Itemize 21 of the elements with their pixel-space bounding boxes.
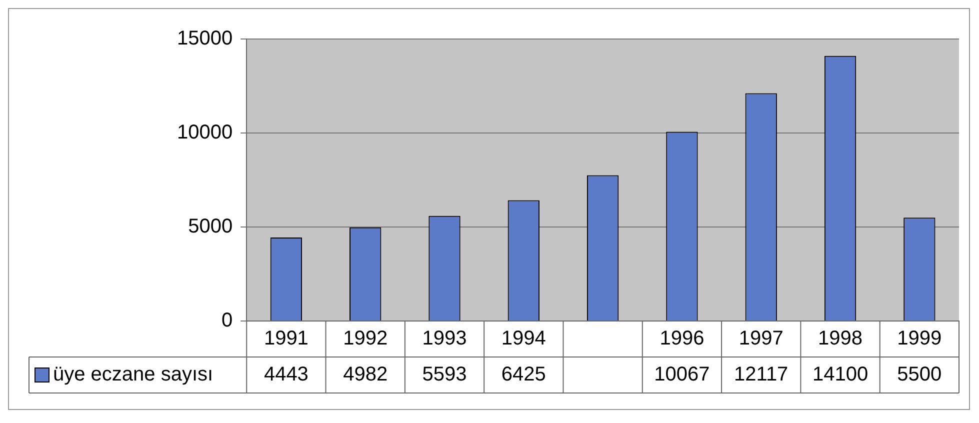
x-tick-label: 1999 (897, 328, 942, 350)
x-tick-label: 1994 (501, 328, 546, 350)
data-label: 10067 (654, 364, 710, 386)
data-label: 5500 (897, 364, 942, 386)
x-tick-label: 1993 (422, 328, 467, 350)
y-tick-label: 15000 (176, 28, 233, 50)
x-tick-label: 1996 (660, 328, 704, 350)
legend-label: üye eczane sayısı (53, 364, 214, 386)
x-tick-label: 1998 (818, 328, 863, 350)
data-label: 6425 (501, 364, 546, 386)
data-label: 12117 (734, 364, 788, 386)
x-tick-label: 1997 (738, 328, 784, 350)
y-tick-label: 5000 (188, 216, 233, 238)
x-tick-label: 1992 (343, 328, 388, 350)
data-label: 14100 (812, 364, 868, 386)
y-tick-label: 10000 (176, 122, 233, 144)
y-tick-label: 0 (221, 310, 233, 332)
data-label: 5593 (422, 364, 467, 386)
data-label: 4443 (264, 364, 308, 386)
data-label: 4982 (343, 364, 388, 386)
x-tick-label: 1991 (264, 328, 308, 350)
